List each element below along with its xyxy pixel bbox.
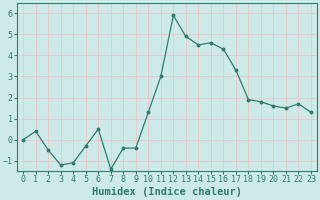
- X-axis label: Humidex (Indice chaleur): Humidex (Indice chaleur): [92, 187, 242, 197]
